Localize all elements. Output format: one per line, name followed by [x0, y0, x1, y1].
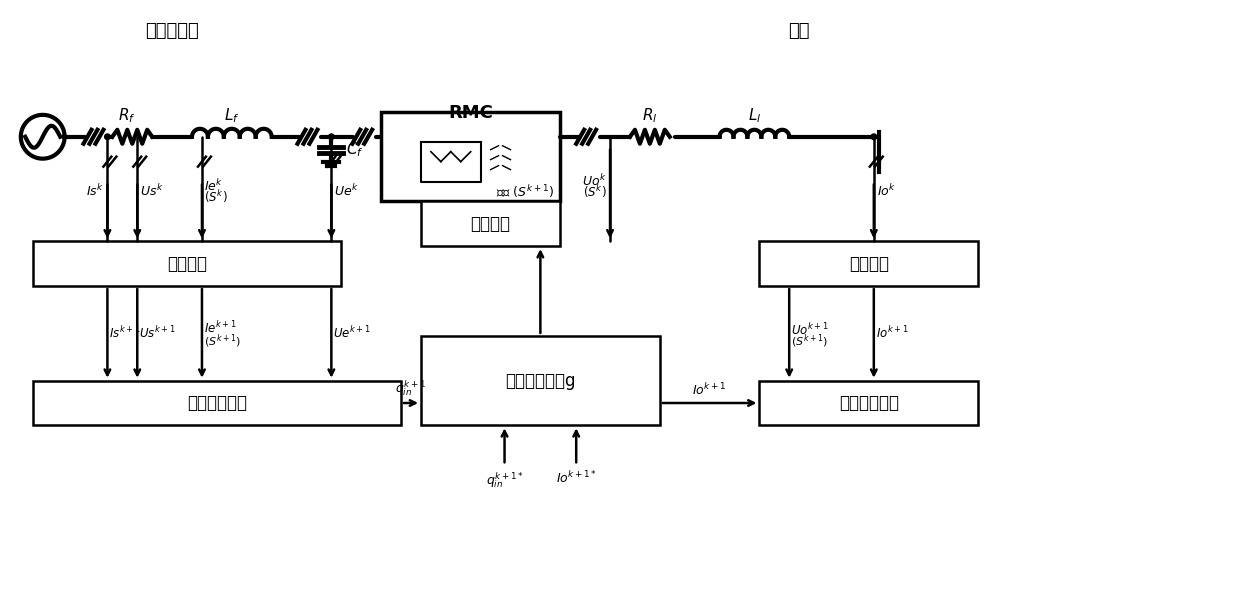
- Text: 偏磁控制: 偏磁控制: [471, 215, 511, 233]
- Text: 选择 $(S^{k+1})$: 选择 $(S^{k+1})$: [496, 183, 553, 200]
- Bar: [32, 241, 341, 286]
- Text: 预测控制: 预测控制: [849, 254, 889, 272]
- Circle shape: [104, 134, 110, 139]
- Text: $Us^k$: $Us^k$: [140, 184, 164, 200]
- Text: $(S^k)$: $(S^k)$: [203, 188, 228, 205]
- Text: $R_l$: $R_l$: [642, 106, 657, 125]
- Bar: [32, 381, 401, 426]
- Bar: [420, 201, 560, 246]
- Text: $Uo^{k+1}$: $Uo^{k+1}$: [791, 322, 828, 339]
- Text: 控制对象预测: 控制对象预测: [838, 394, 899, 412]
- Text: $q_{in}^{k+1*}$: $q_{in}^{k+1*}$: [486, 470, 523, 490]
- Text: $(S^{k+1})$: $(S^{k+1})$: [791, 333, 828, 350]
- Bar: [381, 112, 560, 201]
- Text: $Io^{k+1}$: $Io^{k+1}$: [692, 382, 727, 398]
- Text: $Us^{k+1}$: $Us^{k+1}$: [139, 325, 176, 342]
- Text: $Ie^{k+1}$: $Ie^{k+1}$: [203, 321, 237, 336]
- Text: $Io^{k+1*}$: $Io^{k+1*}$: [556, 470, 596, 486]
- Text: $Ue^k$: $Ue^k$: [335, 184, 360, 200]
- Text: $L_f$: $L_f$: [224, 106, 239, 125]
- Text: $(S^k)$: $(S^k)$: [584, 183, 608, 200]
- Circle shape: [870, 134, 877, 139]
- Text: $C_f$: $C_f$: [346, 140, 365, 159]
- Text: 预测控制: 预测控制: [167, 254, 207, 272]
- Text: RMC: RMC: [449, 104, 494, 122]
- Text: $Io^{k+1}$: $Io^{k+1}$: [875, 325, 909, 342]
- Circle shape: [329, 134, 334, 139]
- Bar: [759, 381, 978, 426]
- Text: $Io^k$: $Io^k$: [877, 184, 897, 200]
- Text: $Uo^k$: $Uo^k$: [583, 173, 608, 190]
- Text: 输入滤波器: 输入滤波器: [145, 22, 198, 41]
- Bar: [420, 336, 660, 426]
- Bar: [759, 241, 978, 286]
- Text: $(S^{k+1})$: $(S^{k+1})$: [203, 333, 241, 350]
- Text: $Is^{k+1}$: $Is^{k+1}$: [109, 325, 141, 342]
- Text: $L_l$: $L_l$: [748, 106, 761, 125]
- Text: $Ie^k$: $Ie^k$: [203, 179, 223, 194]
- Text: $Ue^{k+1}$: $Ue^{k+1}$: [334, 325, 371, 342]
- Text: $Is^k$: $Is^k$: [87, 184, 104, 200]
- Text: $R_f$: $R_f$: [119, 106, 136, 125]
- Text: 计算功能函数g: 计算功能函数g: [505, 372, 575, 390]
- Text: $q_{in}^{k+1}$: $q_{in}^{k+1}$: [396, 378, 427, 398]
- Text: 负载: 负载: [789, 22, 810, 41]
- Text: 控制对象预测: 控制对象预测: [187, 394, 247, 412]
